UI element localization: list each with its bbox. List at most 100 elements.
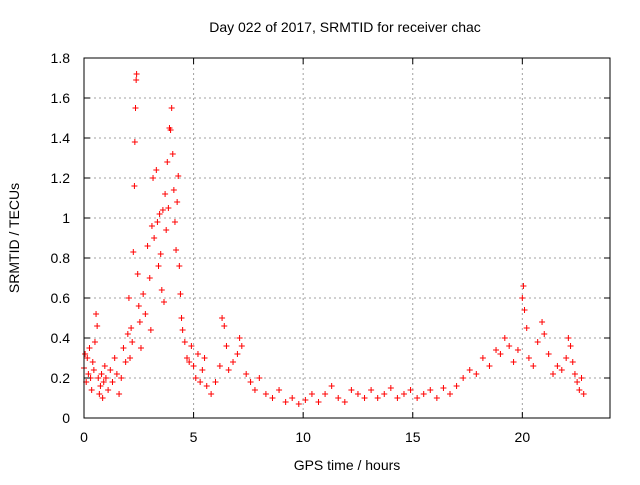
data-point xyxy=(550,371,557,377)
x-tick-label: 15 xyxy=(405,429,421,445)
data-point xyxy=(341,399,348,405)
data-point xyxy=(159,207,166,213)
data-point xyxy=(497,351,504,357)
data-point xyxy=(216,363,223,369)
data-point xyxy=(170,187,177,193)
data-point xyxy=(190,363,197,369)
chart-title: Day 022 of 2017, SRMTID for receiver cha… xyxy=(209,19,481,35)
data-point xyxy=(181,339,188,345)
data-point xyxy=(156,211,163,217)
data-point xyxy=(82,351,89,357)
data-point xyxy=(493,347,500,353)
data-point xyxy=(136,319,143,325)
data-point xyxy=(221,323,228,329)
data-point xyxy=(131,183,138,189)
data-point xyxy=(447,391,454,397)
data-point xyxy=(167,127,174,133)
data-point xyxy=(179,327,186,333)
x-tick-label: 0 xyxy=(80,429,88,445)
data-point xyxy=(567,343,574,349)
data-point xyxy=(153,167,160,173)
data-point xyxy=(111,355,118,361)
data-point xyxy=(576,387,583,393)
data-point xyxy=(175,173,182,179)
data-point xyxy=(223,343,230,349)
data-point xyxy=(525,355,532,361)
data-point xyxy=(178,315,185,321)
data-point xyxy=(262,391,269,397)
data-point xyxy=(122,359,129,365)
data-point xyxy=(100,379,107,385)
data-point xyxy=(315,399,322,405)
data-point xyxy=(150,175,157,181)
data-point xyxy=(335,395,342,401)
data-point xyxy=(160,299,167,305)
data-point xyxy=(269,395,276,401)
data-point xyxy=(251,387,258,393)
data-point xyxy=(387,385,394,391)
data-point xyxy=(486,363,493,369)
data-point xyxy=(328,383,335,389)
data-point xyxy=(530,363,537,369)
data-point xyxy=(541,331,548,337)
data-point xyxy=(88,387,95,393)
data-point xyxy=(580,391,587,397)
data-point xyxy=(407,387,414,393)
data-point xyxy=(545,351,552,357)
data-point xyxy=(120,345,127,351)
data-point xyxy=(169,151,176,157)
data-point xyxy=(361,395,368,401)
data-point xyxy=(420,391,427,397)
y-tick-label: 1.8 xyxy=(51,50,71,66)
data-point xyxy=(243,371,250,377)
data-point xyxy=(230,359,237,365)
data-point xyxy=(348,387,355,393)
x-tick-label: 10 xyxy=(295,429,311,445)
data-point xyxy=(558,367,565,373)
data-point xyxy=(308,391,315,397)
data-point xyxy=(234,351,241,357)
data-point xyxy=(563,355,570,361)
data-point xyxy=(165,205,172,211)
data-point xyxy=(289,395,296,401)
data-point xyxy=(148,223,155,229)
data-point xyxy=(134,271,141,277)
data-point xyxy=(199,367,206,373)
data-point xyxy=(151,235,158,241)
data-point xyxy=(89,359,96,365)
data-point xyxy=(118,375,125,381)
data-point xyxy=(133,77,140,83)
y-tick-label: 1.4 xyxy=(51,130,71,146)
data-point xyxy=(128,325,135,331)
data-point xyxy=(238,343,245,349)
data-point xyxy=(173,247,180,253)
data-point xyxy=(124,331,131,337)
y-tick-label: 0.2 xyxy=(51,370,71,386)
data-point xyxy=(125,295,132,301)
data-point xyxy=(197,379,204,385)
data-point xyxy=(225,367,232,373)
data-point xyxy=(519,295,526,301)
data-point xyxy=(85,371,92,377)
gridlines xyxy=(84,58,610,418)
data-point xyxy=(113,371,120,377)
y-tick-label: 1.6 xyxy=(51,90,71,106)
data-point xyxy=(144,243,151,249)
data-point xyxy=(171,219,178,225)
data-point xyxy=(102,375,109,381)
data-point xyxy=(91,339,98,345)
data-point xyxy=(473,371,480,377)
data-point xyxy=(523,325,530,331)
data-point xyxy=(460,375,467,381)
data-point xyxy=(162,191,169,197)
y-tick-label: 1.2 xyxy=(51,170,71,186)
data-point xyxy=(186,359,193,365)
data-point xyxy=(135,303,142,309)
data-point xyxy=(96,391,103,397)
data-point xyxy=(132,105,139,111)
data-point xyxy=(368,387,375,393)
data-point xyxy=(501,335,508,341)
data-point xyxy=(466,367,473,373)
data-point xyxy=(282,399,289,405)
